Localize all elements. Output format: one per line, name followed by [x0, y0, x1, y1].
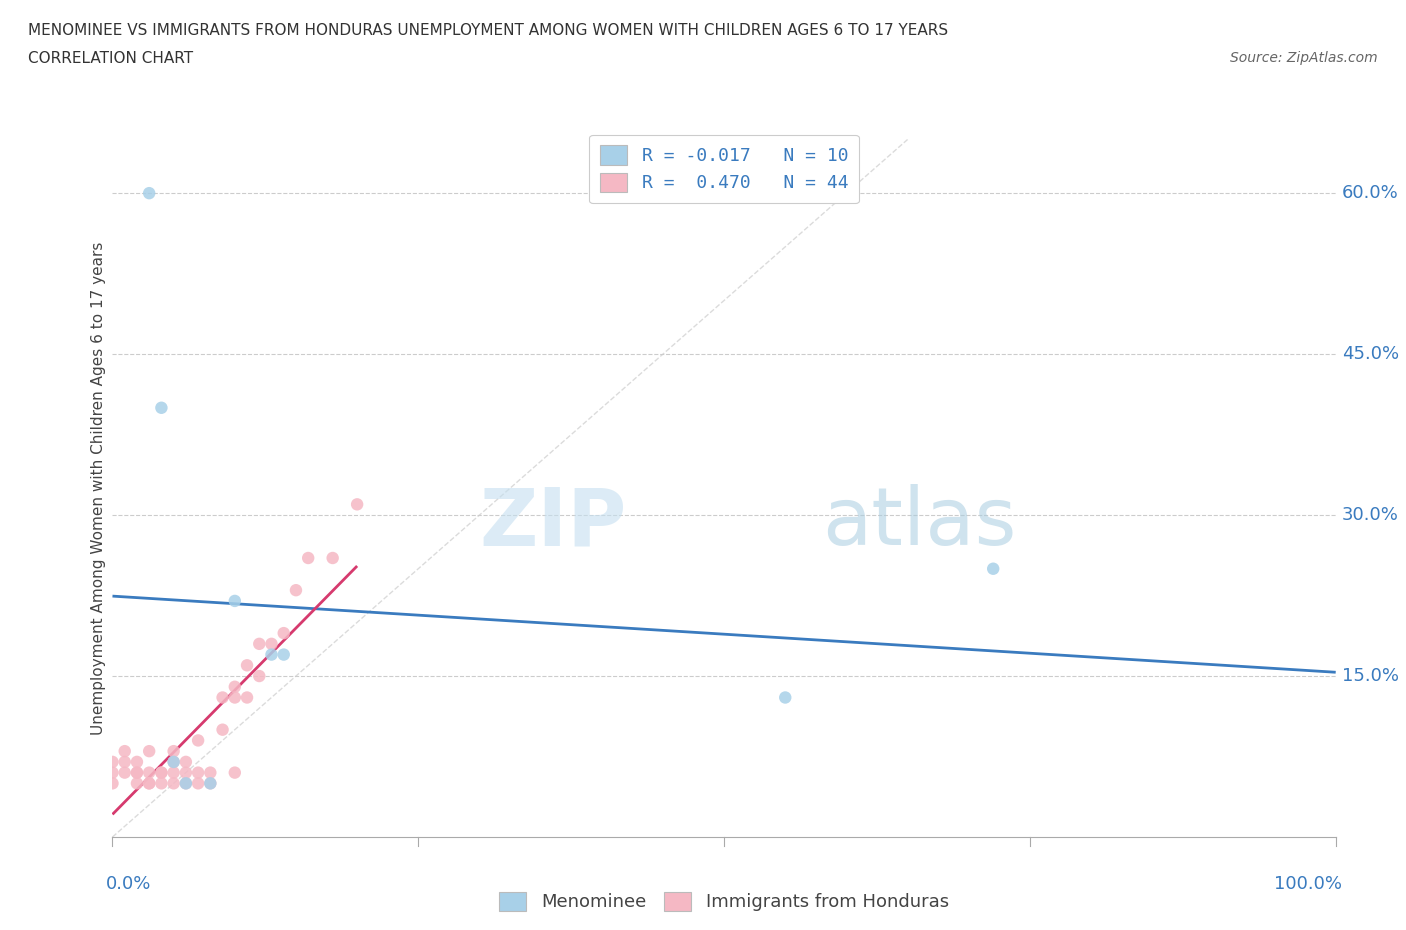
Point	[138, 776, 160, 790]
Point	[101, 765, 124, 780]
Text: CORRELATION CHART: CORRELATION CHART	[28, 51, 193, 66]
Point	[273, 647, 295, 662]
Point	[138, 186, 160, 201]
Point	[211, 723, 233, 737]
Point	[236, 690, 259, 705]
Point	[346, 497, 368, 512]
Text: MENOMINEE VS IMMIGRANTS FROM HONDURAS UNEMPLOYMENT AMONG WOMEN WITH CHILDREN AGE: MENOMINEE VS IMMIGRANTS FROM HONDURAS UN…	[28, 23, 948, 38]
Point	[101, 776, 124, 790]
Text: atlas: atlas	[823, 485, 1017, 562]
Point	[200, 765, 222, 780]
Point	[125, 754, 148, 769]
Point	[150, 765, 173, 780]
Point	[114, 754, 136, 769]
Point	[163, 765, 186, 780]
Point	[200, 776, 222, 790]
Point	[775, 690, 797, 705]
Text: 0.0%: 0.0%	[107, 875, 152, 894]
Text: ZIP: ZIP	[479, 485, 626, 562]
Point	[101, 754, 124, 769]
Text: 60.0%: 60.0%	[1341, 184, 1399, 202]
Point	[187, 733, 209, 748]
Point	[163, 744, 186, 759]
Point	[273, 626, 295, 641]
Text: 45.0%: 45.0%	[1341, 345, 1399, 363]
Point	[150, 765, 173, 780]
Point	[174, 776, 197, 790]
Point	[163, 754, 186, 769]
Point	[125, 765, 148, 780]
Point	[163, 754, 186, 769]
Point	[236, 658, 259, 672]
Point	[224, 593, 246, 608]
Point	[247, 636, 270, 651]
Point	[224, 679, 246, 694]
Point	[224, 765, 246, 780]
Point	[211, 690, 233, 705]
Point	[114, 765, 136, 780]
Point	[247, 669, 270, 684]
Point	[187, 765, 209, 780]
Point	[297, 551, 319, 565]
Point	[125, 765, 148, 780]
Text: 15.0%: 15.0%	[1341, 667, 1399, 685]
Point	[163, 776, 186, 790]
Point	[138, 765, 160, 780]
Point	[322, 551, 344, 565]
Point	[174, 765, 197, 780]
Point	[174, 776, 197, 790]
Point	[138, 776, 160, 790]
Point	[114, 744, 136, 759]
Text: 30.0%: 30.0%	[1341, 506, 1399, 525]
Point	[150, 400, 173, 415]
Point	[200, 776, 222, 790]
Point	[260, 647, 283, 662]
Text: 100.0%: 100.0%	[1274, 875, 1341, 894]
Point	[174, 754, 197, 769]
Legend: Menominee, Immigrants from Honduras: Menominee, Immigrants from Honduras	[492, 884, 956, 919]
Point	[260, 636, 283, 651]
Point	[981, 562, 1004, 577]
Point	[138, 744, 160, 759]
Point	[150, 776, 173, 790]
Text: Source: ZipAtlas.com: Source: ZipAtlas.com	[1230, 51, 1378, 65]
Y-axis label: Unemployment Among Women with Children Ages 6 to 17 years: Unemployment Among Women with Children A…	[90, 242, 105, 735]
Point	[224, 690, 246, 705]
Point	[284, 583, 308, 598]
Point	[187, 776, 209, 790]
Point	[125, 776, 148, 790]
